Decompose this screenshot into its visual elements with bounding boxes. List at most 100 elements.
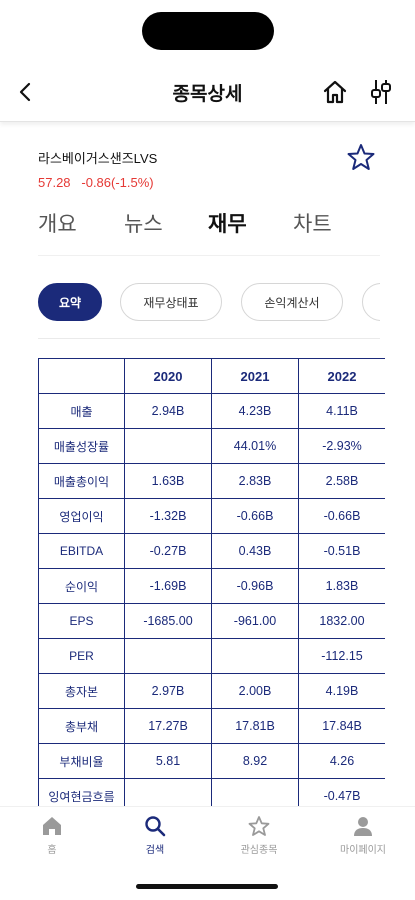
nav-search-label: 검색 [145,845,165,856]
value-cell: 4.26 [298,743,385,779]
financial-summary-table: 2020 2021 2022 매출 2.94B 4.23B 4.11B 매출성장률 44.… [38,358,385,806]
home-indicator [136,884,278,889]
row-label-cell: EBITDA [38,533,125,569]
value-cell [124,428,212,464]
chip-summary[interactable]: 요약 [38,283,102,321]
value-cell: 0.43B [211,533,299,569]
nav-mypage-label: 마이페이지 [340,845,386,856]
chip-income-statement[interactable]: 손익계산서 [241,283,343,321]
value-cell: 5.81 [124,743,212,779]
table-row: 부채비율 5.81 8.92 4.26 [38,743,385,779]
value-cell: 2.97B [124,673,212,709]
chip-balance-sheet[interactable]: 재무상태표 [120,283,222,321]
value-cell: 4.11B [298,393,385,429]
row-label-cell: PER [38,638,125,674]
value-cell: 1832.00 [298,603,385,639]
value-cell [124,638,212,674]
value-cell: 4.23B [211,393,299,429]
stock-name: 라스베이거스샌즈LVS [38,151,158,166]
home-icon[interactable] [322,79,348,105]
row-label-cell: 매출총이익 [38,463,125,499]
row-label-cell: 잉여현금흐름 [38,778,125,806]
nav-watchlist-label: 관심종목 [240,845,278,856]
value-cell: -1.69B [124,568,212,604]
row-label-cell: 매출 [38,393,125,429]
value-cell: 2.94B [124,393,212,429]
row-label-cell: 총부채 [38,708,125,744]
row-label-cell: 부채비율 [38,743,125,779]
nav-home[interactable]: 홈 [12,815,92,856]
value-cell: -112.15 [298,638,385,674]
home-icon [43,817,61,835]
user-icon [354,817,372,836]
value-cell: -0.51B [298,533,385,569]
tab-overview[interactable]: 개요 [38,213,77,236]
stock-change: -0.86(-1.5%) [81,175,154,190]
value-cell: 2.83B [211,463,299,499]
table-row: 매출성장률 44.01% -2.93% [38,428,385,464]
value-cell [211,638,299,674]
tab-news[interactable]: 뉴스 [124,213,163,236]
value-cell [124,778,212,806]
table-row: 영업이익 -1.32B -0.66B -0.66B [38,498,385,534]
table-row: 매출총이익 1.63B 2.83B 2.58B [38,463,385,499]
value-cell: -1685.00 [124,603,212,639]
star-icon [248,816,270,836]
table-header-cell: 2022 [298,358,385,394]
row-label-cell: 매출성장률 [38,428,125,464]
chevron-left-icon[interactable] [14,80,38,104]
table-row: 총부채 17.27B 17.81B 17.84B [38,708,385,744]
value-cell: -2.93% [298,428,385,464]
row-label-cell: 순이익 [38,568,125,604]
value-cell: -0.47B [298,778,385,806]
nav-search[interactable]: 검색 [115,815,195,856]
app-header: 종목상세 [0,66,415,122]
chips-divider [38,338,380,339]
device-notch [142,12,274,50]
table-row: EPS -1685.00 -961.00 1832.00 [38,603,385,639]
value-cell: -0.27B [124,533,212,569]
value-cell: 44.01% [211,428,299,464]
value-cell: -0.66B [298,498,385,534]
value-cell: 8.92 [211,743,299,779]
chip-next[interactable] [362,283,380,321]
value-cell: -0.96B [211,568,299,604]
table-row: 매출 2.94B 4.23B 4.11B [38,393,385,429]
nav-mypage[interactable]: 마이페이지 [323,815,403,856]
value-cell: 2.00B [211,673,299,709]
value-cell [211,778,299,806]
nav-watchlist[interactable]: 관심종목 [219,815,299,856]
tab-financials[interactable]: 재무 [208,213,247,236]
value-cell: -1.32B [124,498,212,534]
table-row: EBITDA -0.27B 0.43B -0.51B [38,533,385,569]
value-cell: -0.66B [211,498,299,534]
value-cell: 2.58B [298,463,385,499]
stock-price-line: 57.28 -0.86(-1.5%) [38,175,154,190]
table-header-cell: 2020 [124,358,212,394]
tabs-divider [38,255,380,256]
value-cell: 17.27B [124,708,212,744]
nav-home-label: 홈 [47,845,57,856]
row-label-cell: EPS [38,603,125,639]
page-title: 종목상세 [172,84,243,105]
value-cell: 1.63B [124,463,212,499]
table-row: 순이익 -1.69B -0.96B 1.83B [38,568,385,604]
value-cell: -961.00 [211,603,299,639]
value-cell: 1.83B [298,568,385,604]
financial-summary-table-wrap: 2020 2021 2022 매출 2.94B 4.23B 4.11B 매출성장률 44.… [38,358,385,806]
value-cell: 17.81B [211,708,299,744]
table-header-cell: 2021 [211,358,299,394]
search-icon [145,816,166,837]
table-row: 잉여현금흐름 -0.47B [38,778,385,806]
table-header-cell [38,358,125,394]
favorite-star-icon[interactable] [347,143,375,171]
table-row: PER -112.15 [38,638,385,674]
bottom-nav: 홈 검색 관심종목 마이페이지 [0,806,415,870]
financial-chips: 요약 재무상태표 손익계산서 [38,283,380,323]
value-cell: 17.84B [298,708,385,744]
detail-tabs: 개요 뉴스 재무 차트 [38,208,398,244]
value-cell: 4.19B [298,673,385,709]
tab-chart[interactable]: 차트 [293,213,332,236]
sliders-icon[interactable] [368,78,394,106]
stock-price: 57.28 [38,175,71,190]
